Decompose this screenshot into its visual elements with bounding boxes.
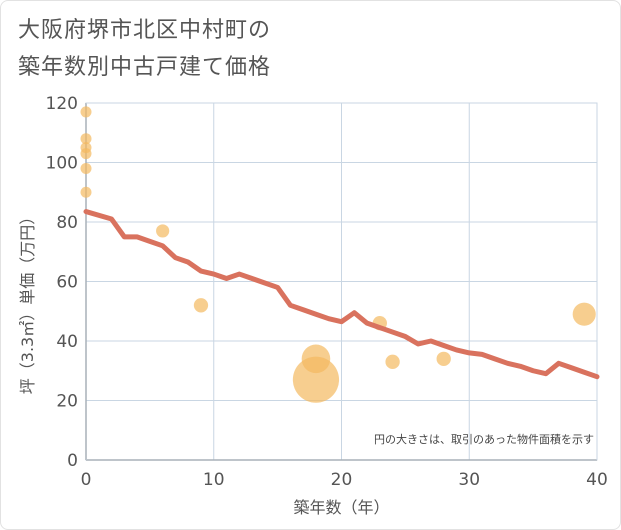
scatter-point [292, 356, 340, 403]
grid-lines [85, 102, 598, 461]
y-tick-label: 40 [56, 332, 78, 352]
scatter-point [80, 162, 92, 174]
x-tick-label: 40 [586, 470, 608, 490]
scatter-point [572, 302, 596, 326]
size-legend-note: 円の大きさは、取引のあった物件面積を示す [374, 432, 594, 446]
chart-title: 大阪府堺市北区中村町の 築年数別中古戸建て価格 [18, 12, 271, 86]
y-tick-label: 80 [56, 213, 78, 233]
scatter-point [80, 148, 92, 160]
y-tick-label: 120 [46, 94, 78, 114]
scatter-point [436, 351, 451, 366]
x-tick-label: 20 [331, 470, 353, 490]
y-tick-label: 100 [46, 154, 78, 174]
scatter-point [385, 354, 400, 369]
axis-ticks: 0 20 40 60 80 100 120 0 10 20 30 40 [46, 94, 608, 490]
x-axis-title: 築年数（年） [293, 498, 389, 517]
chart-title-line-1: 大阪府堺市北区中村町の [18, 18, 272, 43]
y-tick-label: 0 [67, 451, 78, 471]
scatter-point [80, 133, 92, 145]
scatter-point [80, 106, 92, 118]
scatter-point [80, 186, 92, 198]
plot-frame [85, 102, 598, 461]
data-points [80, 106, 596, 403]
x-tick-label: 10 [203, 470, 225, 490]
chart-title-line-2: 築年数別中古戸建て価格 [18, 55, 272, 80]
scatter-point [301, 344, 331, 374]
y-axis-title: 坪（3.3㎡）単価（万円） [18, 209, 37, 394]
x-tick-label: 0 [81, 470, 92, 490]
x-tick-label: 30 [458, 470, 480, 490]
y-tick-label: 20 [56, 392, 78, 412]
average-price-line [83, 209, 600, 380]
scatter-point [193, 298, 209, 313]
scatter-point [156, 224, 170, 238]
y-tick-label: 60 [56, 273, 78, 293]
